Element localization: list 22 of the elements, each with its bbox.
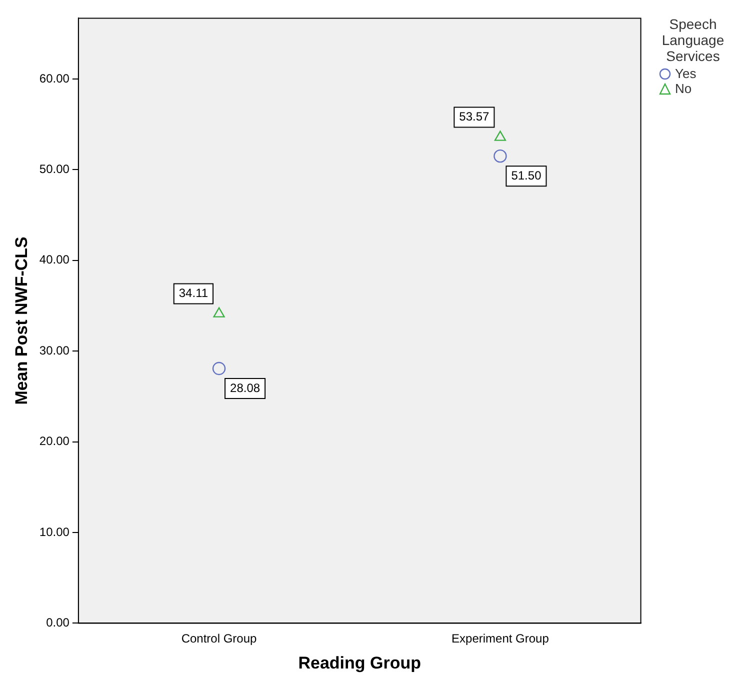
y-tick-label: 10.00	[39, 524, 70, 539]
point	[494, 149, 507, 163]
data-label: 53.57	[459, 110, 490, 124]
legend-label: Yes	[675, 66, 696, 81]
x-axis-title: Reading Group	[298, 653, 422, 672]
y-axis-title: Mean Post NWF-CLS	[12, 236, 31, 405]
data-label: 34.11	[178, 286, 208, 300]
y-tick-label: 60.00	[39, 71, 70, 86]
y-tick-label: 30.00	[39, 343, 70, 358]
y-tick-label: 20.00	[39, 434, 70, 448]
y-tick-label: 0.00	[46, 616, 70, 630]
legend-title: Speech Language Services	[660, 16, 726, 64]
point	[213, 307, 225, 318]
point	[212, 362, 226, 376]
x-tick-label: Control Group	[181, 632, 258, 646]
x-tick-label: Experiment Group	[452, 632, 550, 646]
y-tick-label: 40.00	[39, 252, 70, 267]
y-tick-label: 50.00	[39, 162, 70, 176]
data-label: 28.08	[230, 380, 260, 395]
legend-label: No	[675, 81, 692, 96]
data-label: 51.50	[511, 168, 542, 182]
point	[494, 130, 506, 141]
